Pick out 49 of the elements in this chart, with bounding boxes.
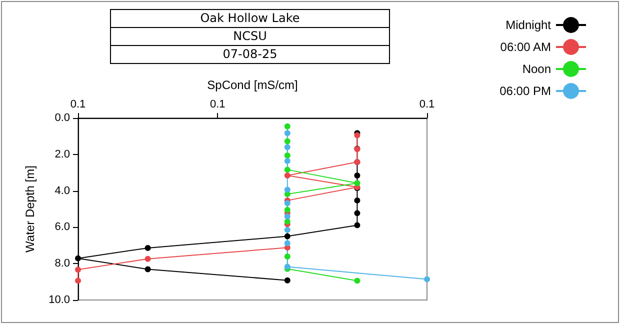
point <box>284 138 290 144</box>
point <box>284 123 290 130</box>
point <box>284 172 290 179</box>
point <box>75 266 81 273</box>
point <box>284 254 290 260</box>
point <box>354 210 360 216</box>
point <box>284 200 290 206</box>
point <box>354 180 360 186</box>
point <box>354 222 360 228</box>
x-tick-label: 0.1 <box>70 98 86 110</box>
point <box>284 213 290 220</box>
y-tick-label: 10.0 <box>48 294 70 306</box>
point <box>284 206 290 213</box>
y-tick-label: 0.0 <box>54 112 70 124</box>
text: 07-08-25 <box>110 45 390 64</box>
y-tick-label: 4.0 <box>54 184 70 197</box>
point <box>284 144 290 150</box>
point <box>75 255 81 262</box>
point <box>284 218 290 225</box>
x-tick-label: 0.1 <box>419 98 435 110</box>
point <box>284 240 290 246</box>
y-tick-label: 6.0 <box>54 221 70 234</box>
point <box>424 276 430 282</box>
point <box>354 172 360 179</box>
point <box>144 266 151 272</box>
y-axis-title: Water Depth [m] <box>23 166 37 252</box>
point <box>75 278 81 284</box>
chart-subtitle: NCSU <box>110 27 390 46</box>
legend-label: 06:00 AM <box>500 40 551 54</box>
y-tick-label: 2.0 <box>54 148 70 160</box>
point <box>354 197 360 204</box>
point <box>284 158 290 164</box>
legend-label: 06:00 PM <box>500 84 551 98</box>
legend-label: Noon <box>522 62 551 76</box>
point <box>284 152 290 158</box>
x-axis-title: SpCond [mS/cm] <box>207 78 298 92</box>
point <box>354 278 360 284</box>
point <box>284 233 290 240</box>
chart-title: Oak Hollow Lake <box>110 9 390 28</box>
point <box>284 186 290 193</box>
legend-label: Midnight <box>506 18 552 32</box>
x-tick-label: 0.1 <box>210 98 226 110</box>
point <box>144 244 151 251</box>
point <box>284 166 290 173</box>
point <box>284 130 290 136</box>
point <box>284 226 290 233</box>
y-tick-label: 8.0 <box>54 258 70 270</box>
point <box>284 277 290 284</box>
point <box>144 256 151 262</box>
